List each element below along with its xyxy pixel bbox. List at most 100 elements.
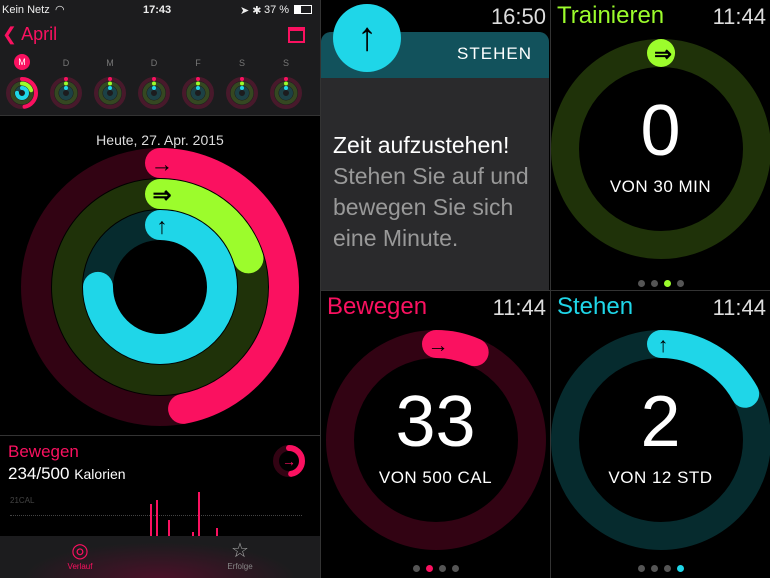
day-move-progress — [6, 77, 38, 109]
activity-rings: → ⇒ ↑ — [21, 148, 299, 426]
watch-stand-notification: ↑ 16:50 STEHEN Zeit aufzustehen! Stehen … — [321, 0, 550, 290]
weekday-label: S — [282, 58, 289, 68]
tab-label: Erfolge — [227, 562, 253, 571]
day-rings-button[interactable] — [5, 76, 39, 110]
notification-category: STEHEN — [457, 44, 532, 63]
divider — [550, 0, 551, 578]
page-dot[interactable] — [650, 280, 658, 287]
day-move-progress — [50, 77, 82, 109]
tab-bar: ◎ Verlauf ☆ Erfolge — [0, 536, 320, 578]
day-exercise-progress — [186, 81, 210, 105]
page-dot[interactable] — [412, 565, 420, 572]
watch-goal: VON 30 MIN — [609, 177, 712, 196]
day-exercise-progress — [142, 81, 166, 105]
page-dot[interactable] — [451, 565, 459, 572]
notification-body: Stehen Sie auf und bewegen Sie sich eine… — [333, 163, 529, 251]
chart-bar — [198, 492, 200, 536]
page-dot[interactable] — [637, 280, 645, 287]
day-stand-progress — [59, 86, 73, 100]
stand-arrow-icon: ↑ — [333, 4, 401, 72]
chart-bar — [192, 532, 194, 536]
chart-axis-label: 21CAL — [10, 496, 35, 505]
page-indicator — [551, 280, 770, 287]
chart-bar — [216, 528, 218, 536]
arrow-right-icon: → — [282, 453, 296, 469]
day-stand-progress — [15, 86, 29, 100]
exercise-ring-arrow-icon: ⇒ — [153, 182, 172, 207]
watch-exercise: Trainieren 11:44 ⇒ 0 VON 30 MIN — [550, 0, 770, 290]
watch-time: 16:50 — [490, 4, 546, 29]
carrier: Kein Netz — [2, 4, 50, 16]
iphone-activity-app: Kein Netz ◠ 17:43 ➤ ✱ 37 % ❮ April M D M D F… — [0, 0, 320, 578]
chart-bar — [150, 504, 152, 536]
watch_exercise-progress — [550, 39, 770, 259]
watch-title: Bewegen — [327, 293, 428, 320]
day-rings-button[interactable] — [49, 76, 83, 110]
tab-label: Verlauf — [67, 562, 93, 571]
day-move-progress — [226, 77, 258, 109]
clock: 17:43 — [143, 4, 172, 16]
move-card[interactable]: Bewegen 234/500 Kalorien — [8, 442, 126, 484]
divider — [320, 0, 321, 578]
exercise-ring-progress — [52, 179, 268, 395]
navigation-bar: ❮ April M D M D F S S — [0, 20, 320, 116]
page-dot[interactable] — [650, 565, 658, 572]
page-dot[interactable] — [663, 565, 671, 572]
watch-value: 0 — [640, 91, 681, 171]
stand-ring-arrow-icon: ↑ — [156, 213, 167, 238]
watch-title: Stehen — [557, 293, 634, 320]
page-dot[interactable] — [676, 280, 684, 287]
day-rings-button[interactable] — [269, 76, 303, 110]
page-dot[interactable] — [637, 565, 645, 572]
watch-goal: VON 500 CAL — [378, 468, 493, 487]
page-dot[interactable] — [438, 565, 446, 572]
page-dot[interactable] — [425, 565, 433, 572]
battery-icon — [294, 5, 312, 14]
watch_stand-arrow-icon: ↑ — [657, 334, 668, 357]
move-ring-arrow-icon: → — [151, 151, 174, 176]
watch-time: 11:44 — [492, 295, 546, 320]
page-dot[interactable] — [676, 565, 684, 572]
day-rings-button[interactable] — [181, 76, 215, 110]
day-exercise-progress — [274, 81, 298, 105]
day-rings-button[interactable] — [93, 76, 127, 110]
day-stand-progress — [191, 86, 205, 100]
page-dot[interactable] — [663, 280, 671, 287]
day-stand-progress — [147, 86, 161, 100]
back-button[interactable]: ❮ April — [2, 24, 58, 44]
day-move-progress — [138, 77, 170, 109]
tab-verlauf[interactable]: ◎ Verlauf — [0, 536, 160, 578]
watch-time: 11:44 — [712, 295, 766, 320]
watch-stand: Stehen 11:44 ↑ 2 VON 12 STD — [550, 291, 770, 578]
date-label: Heute, 27. Apr. 2015 — [96, 132, 224, 148]
calendar-button[interactable] — [288, 27, 305, 43]
tab-erfolge[interactable]: ☆ Erfolge — [160, 536, 320, 578]
status-bar: Kein Netz ◠ 17:43 ➤ ✱ 37 % — [0, 0, 320, 20]
watch-goal: VON 12 STD — [608, 468, 713, 487]
watch-title: Trainieren — [557, 2, 665, 29]
weekday-label: F — [195, 58, 201, 68]
move-title: Bewegen — [8, 442, 79, 461]
chart-bar — [156, 500, 158, 536]
divider — [0, 435, 320, 436]
day-move-progress — [94, 77, 126, 109]
star-icon: ☆ — [231, 540, 249, 562]
move-chart — [150, 490, 230, 536]
weekday-label: D — [150, 58, 158, 68]
watch_move-ring: → — [325, 330, 546, 550]
location-bluetooth-icon: ➤ ✱ — [240, 5, 262, 17]
mini-move-progress — [273, 445, 305, 477]
move-unit: Kalorien — [74, 466, 126, 482]
day-stand-progress — [235, 86, 249, 100]
watch_move-arrow-icon: → — [427, 334, 448, 357]
battery-percent: 37 % — [264, 4, 290, 16]
watch_move-progress — [325, 330, 546, 550]
day-rings-button[interactable] — [225, 76, 259, 110]
day-exercise-progress — [54, 81, 78, 105]
watch_exercise-arrow-icon: ⇒ — [654, 43, 672, 66]
watch-time: 11:44 — [712, 4, 766, 29]
day-rings-button[interactable] — [137, 76, 171, 110]
stand-ring-progress — [83, 210, 237, 364]
page-indicator — [551, 565, 770, 572]
notification-title: Zeit aufzustehen! — [333, 132, 510, 158]
